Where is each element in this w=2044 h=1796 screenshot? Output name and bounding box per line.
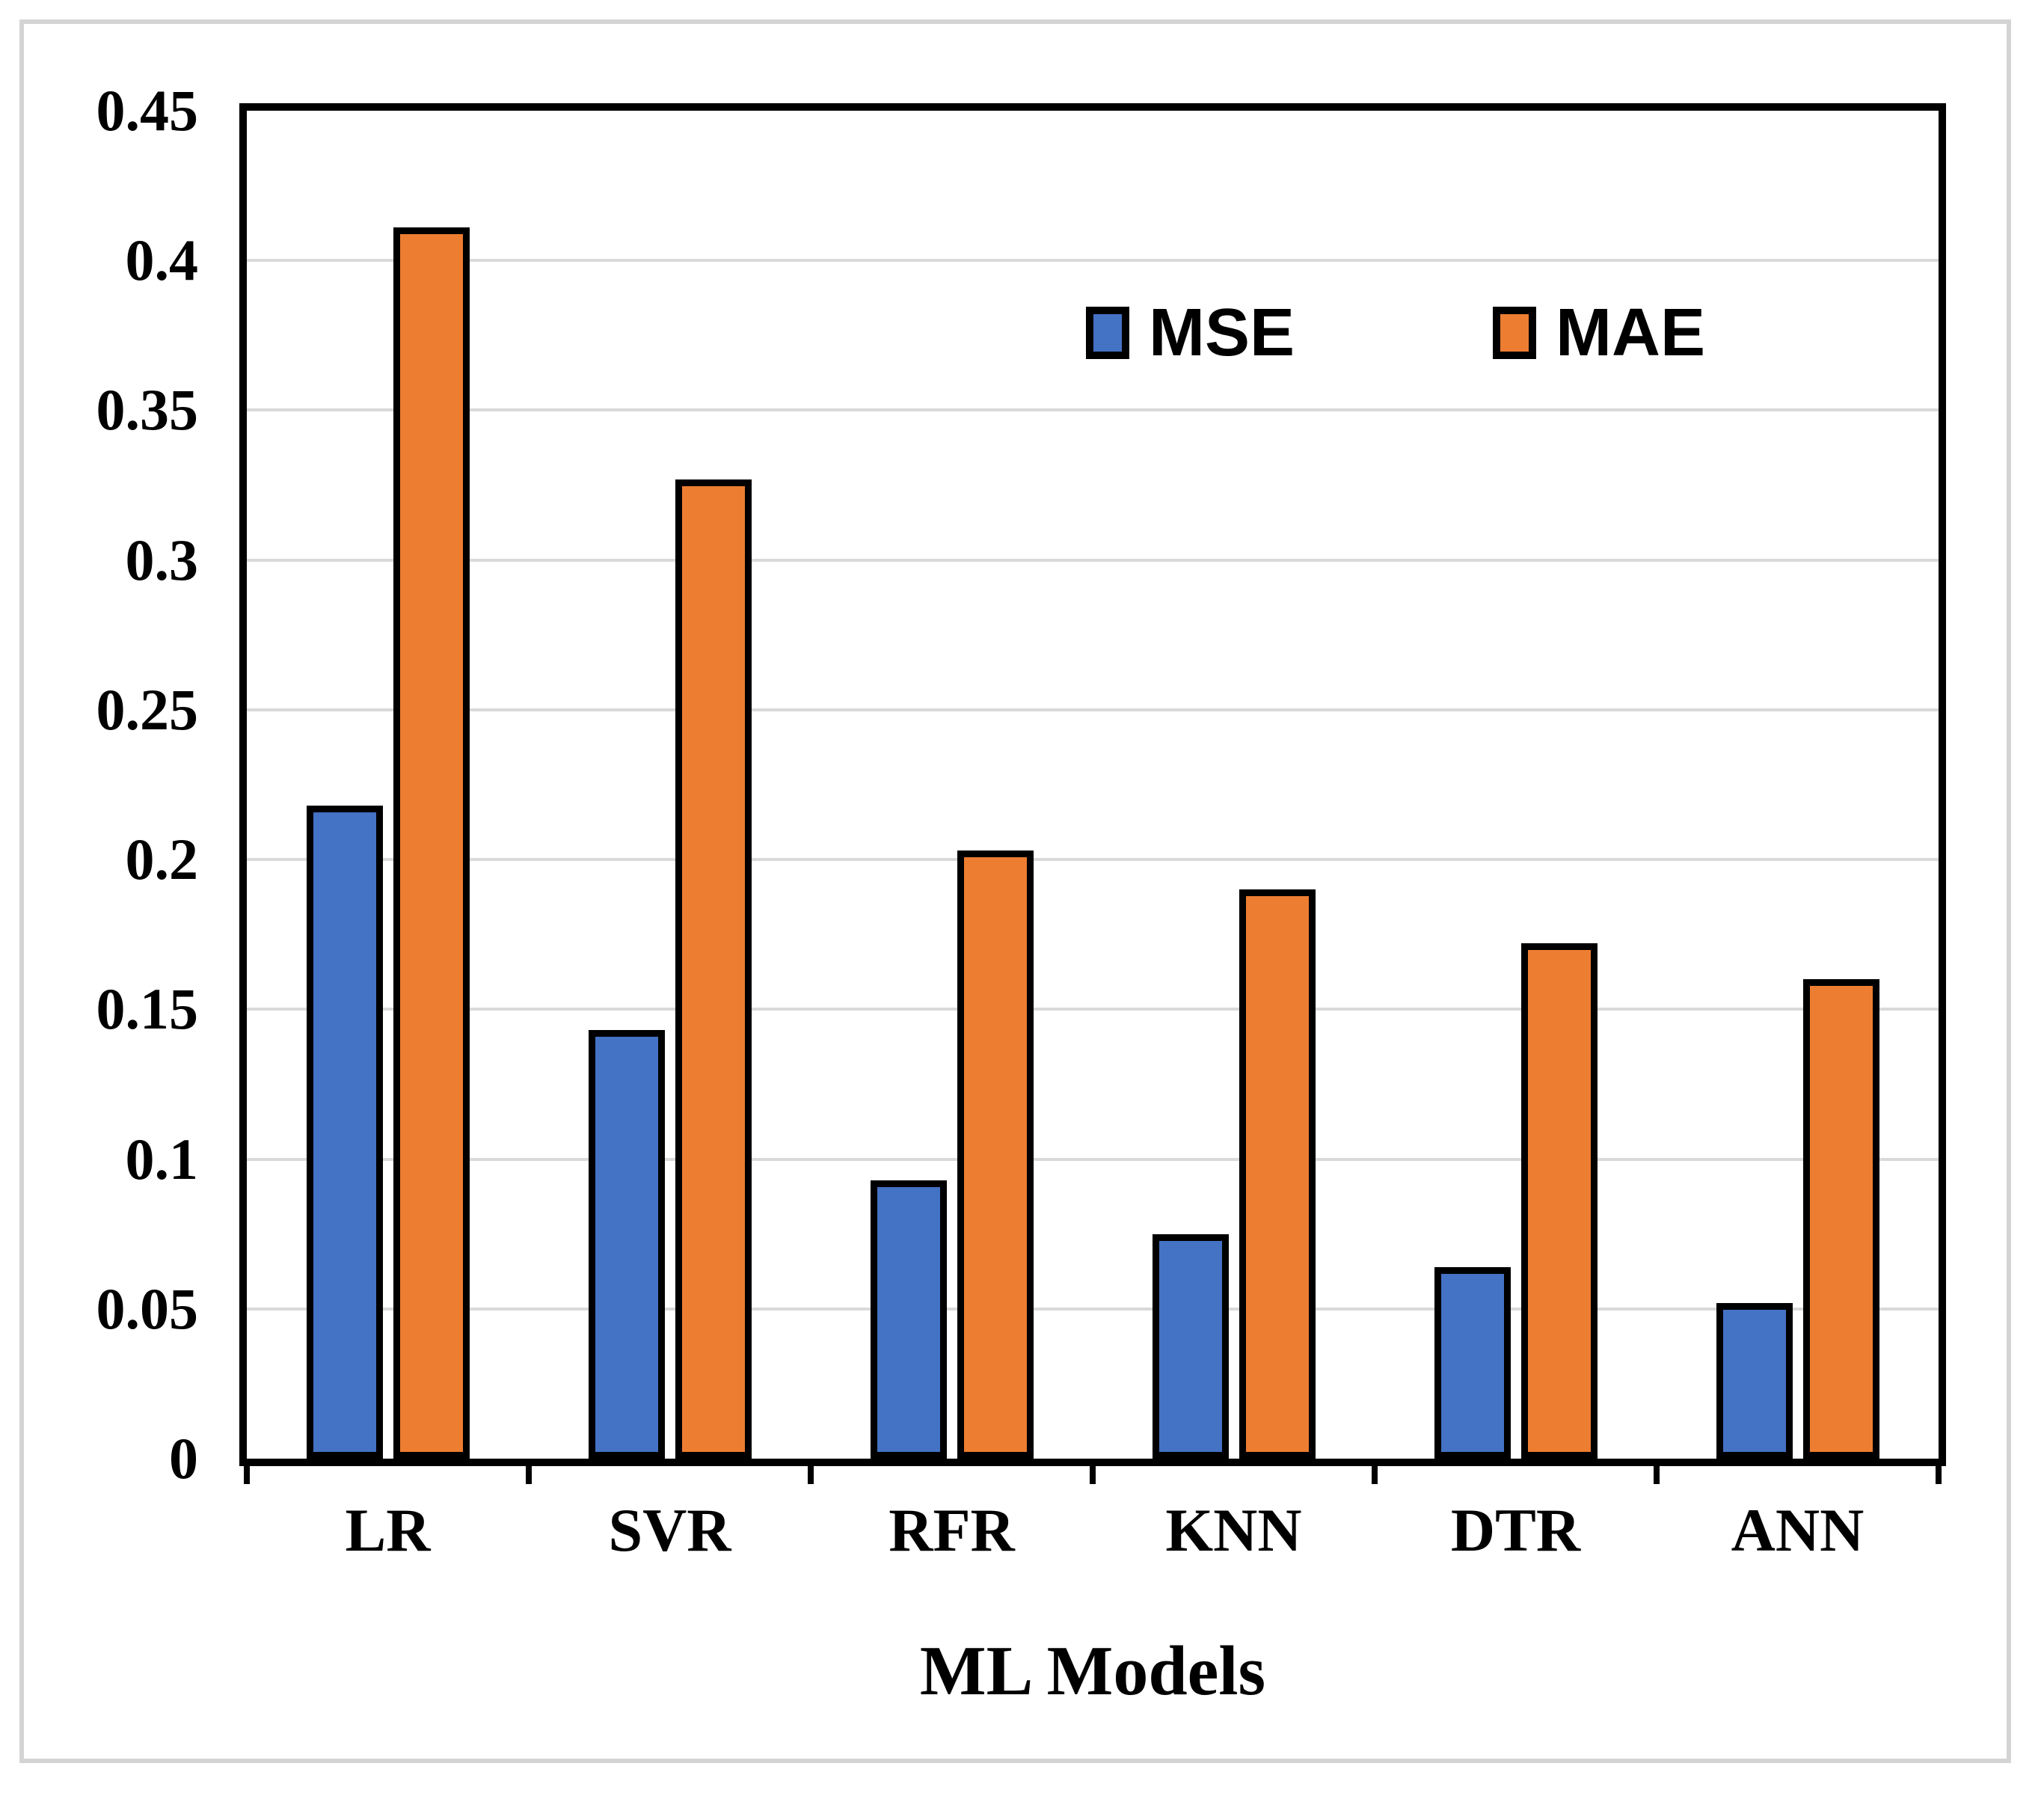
bar-mae-rfr <box>957 851 1034 1459</box>
legend-swatch-mae <box>1493 307 1537 359</box>
bar-mse-svr <box>588 1030 665 1459</box>
category-tick <box>1654 1466 1660 1484</box>
gridline-0.3 <box>247 558 1939 562</box>
legend: MSE MAE <box>1086 299 1705 367</box>
category-tick <box>526 1466 532 1484</box>
x-tick-label-dtr: DTR <box>1450 1496 1581 1564</box>
y-tick-label-0.3: 0.3 <box>125 527 199 592</box>
gridline-0.2 <box>247 858 1939 862</box>
category-tick <box>808 1466 814 1484</box>
category-tick <box>1372 1466 1378 1484</box>
x-tick-label-svr: SVR <box>608 1496 731 1564</box>
legend-item-mae: MAE <box>1493 299 1705 367</box>
x-axis-title: ML Models <box>919 1632 1266 1710</box>
y-tick-label-0: 0 <box>169 1426 198 1491</box>
category-tick <box>244 1466 250 1484</box>
plot-area <box>239 103 1946 1466</box>
x-tick-label-lr: LR <box>345 1496 431 1564</box>
legend-item-mse: MSE <box>1086 299 1295 367</box>
gridline-0.1 <box>247 1157 1939 1161</box>
bar-mae-knn <box>1239 889 1316 1459</box>
x-tick-label-knn: KNN <box>1165 1496 1302 1564</box>
bar-mae-ann <box>1802 979 1879 1459</box>
y-tick-label-0.35: 0.35 <box>96 377 199 443</box>
y-tick-label-0.05: 0.05 <box>96 1275 199 1341</box>
category-tick <box>1090 1466 1096 1484</box>
gridline-0.4 <box>247 259 1939 263</box>
bar-mse-lr <box>306 806 383 1459</box>
category-tick <box>1936 1466 1942 1484</box>
y-tick-label-0.15: 0.15 <box>96 976 199 1042</box>
gridline-0.25 <box>247 708 1939 711</box>
y-tick-label-0.1: 0.1 <box>125 1126 199 1192</box>
bar-mse-dtr <box>1434 1266 1511 1459</box>
y-tick-label-0.25: 0.25 <box>96 676 199 742</box>
bar-mae-svr <box>675 479 752 1459</box>
bar-mae-lr <box>393 227 470 1459</box>
legend-label-mae: MAE <box>1556 295 1706 370</box>
bar-mse-ann <box>1716 1302 1793 1459</box>
figure-border <box>19 19 2011 1763</box>
y-tick-label-0.4: 0.4 <box>125 227 199 293</box>
gridline-0.05 <box>247 1307 1939 1311</box>
legend-swatch-mse <box>1086 307 1129 359</box>
bar-mse-knn <box>1152 1233 1229 1459</box>
gridline-0.35 <box>247 408 1939 412</box>
y-tick-label-0.2: 0.2 <box>125 827 199 892</box>
x-tick-label-rfr: RFR <box>889 1496 1015 1564</box>
bar-mae-dtr <box>1520 943 1598 1459</box>
legend-label-mse: MSE <box>1149 295 1295 370</box>
y-tick-label-0.45: 0.45 <box>96 78 199 143</box>
bar-mse-rfr <box>870 1180 947 1459</box>
gridline-0.15 <box>247 1008 1939 1011</box>
x-tick-label-ann: ANN <box>1731 1496 1865 1564</box>
